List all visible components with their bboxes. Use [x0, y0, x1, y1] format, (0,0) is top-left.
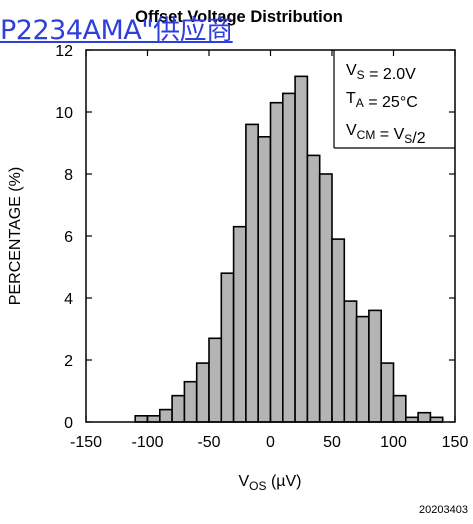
x-tick-label: 100 [380, 434, 407, 451]
annotation-vcm: VCM = VS/2 [346, 122, 426, 147]
plot-frame [85, 49, 456, 423]
histogram-bar [380, 362, 395, 423]
histogram-bar [245, 123, 259, 423]
x-tick-label: -100 [131, 434, 163, 451]
annotation-group: VS = 2.0V TA = 25°C VCM = VS/2 [346, 62, 426, 147]
x-tick-labels: -150 -100 -50 0 50 100 150 [70, 434, 468, 451]
histogram-bar [392, 394, 407, 423]
histogram-bar [134, 414, 149, 423]
histogram-bar [306, 154, 321, 423]
y-tick-label: 0 [64, 415, 73, 432]
histogram-bar [208, 337, 223, 423]
histogram-bar [417, 411, 432, 423]
x-tick-label: -150 [70, 434, 102, 451]
chart-title: Offset Voltage Distribution [135, 8, 343, 26]
histogram-bar [159, 408, 173, 423]
annotation-ta: TA = 25°C [346, 90, 418, 111]
histogram-bar [331, 238, 346, 423]
histogram-bar [368, 309, 382, 423]
histogram-bar [232, 225, 247, 423]
y-axis-label: PERCENTAGE (%) [7, 167, 24, 305]
histogram-bar [183, 380, 198, 423]
histogram-bar [220, 272, 235, 423]
histogram-bar [257, 136, 272, 423]
y-tick-label: 2 [64, 353, 73, 370]
histogram-bar [146, 414, 161, 423]
y-tick-labels: 0 2 4 6 8 10 12 [55, 43, 73, 432]
y-tick-label: 4 [64, 291, 73, 308]
histogram-bar [343, 300, 358, 423]
histogram-bar [294, 75, 309, 423]
annotation-vs: VS = 2.0V [346, 62, 416, 83]
x-axis-label: VOS (µV) [238, 473, 301, 493]
histogram-bar [281, 92, 296, 423]
y-tick-label: 6 [64, 229, 73, 246]
overlay-link[interactable]: P2234AMA"供应商 [0, 15, 233, 46]
x-tick-label: 0 [266, 434, 275, 451]
histogram-bar [269, 101, 284, 423]
x-tick-label: -50 [197, 434, 220, 451]
histogram-bar [318, 173, 333, 423]
figure-code: 20203403 [419, 504, 468, 516]
y-tick-label: 10 [55, 105, 73, 122]
y-tick-label: 8 [64, 167, 73, 184]
x-tick-label: 50 [323, 434, 341, 451]
y-tick-label: 12 [55, 43, 73, 60]
histogram-bar [171, 394, 186, 423]
histogram-bar [355, 315, 370, 423]
histogram-bar [195, 362, 210, 423]
x-tick-label: 150 [442, 434, 469, 451]
